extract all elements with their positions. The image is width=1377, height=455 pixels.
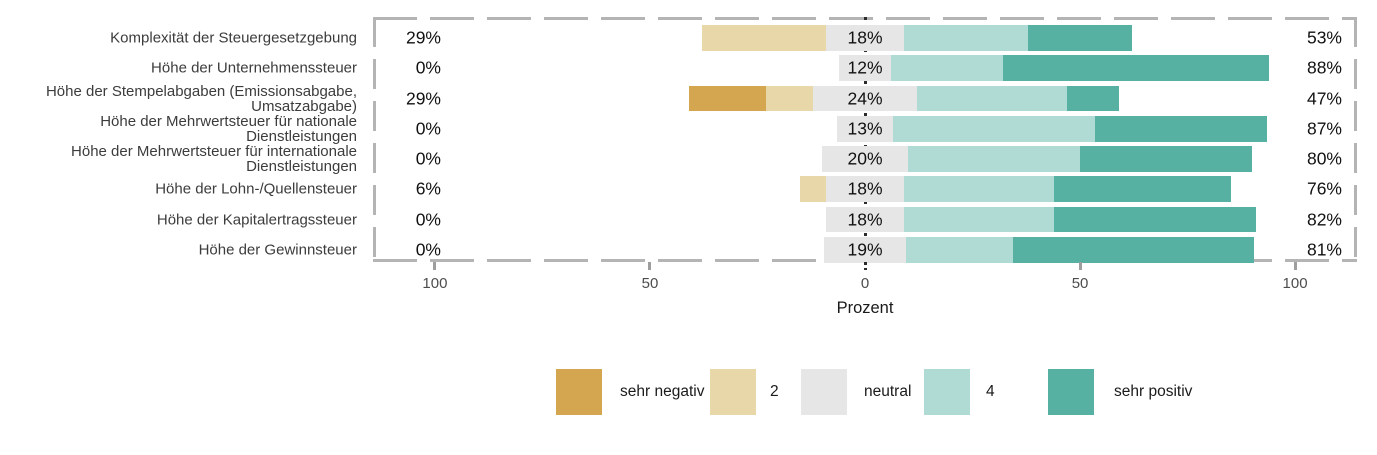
neutral-total-label: 12% [847,57,883,78]
neutral-total-label: 20% [847,148,883,169]
negative-total-label: 29% [405,27,441,48]
x-axis-tick [863,262,867,270]
x-axis-tick-label: 100 [1282,275,1308,292]
neutral-total-label: 24% [847,88,883,108]
negative-total-label: 0% [415,57,441,78]
legend-swatch-4 [924,369,970,415]
bar-segment-4 [903,25,1029,51]
positive-total-label: 87% [1306,118,1342,139]
bar-row [821,146,1253,172]
negative-total-label: 0% [415,118,441,139]
legend-swatch-neutral [801,369,847,415]
negative-total-label: 29% [405,88,441,108]
bar-segment-2 [701,25,827,51]
bar-segment-sehr-positiv [1054,206,1257,233]
bar-segment-neutral [837,115,893,142]
category-label: Höhe der Kapitalertragssteuer [156,211,357,228]
bar-segment-4 [916,85,1068,112]
legend-label: 4 [986,383,995,400]
positive-total-label: 53% [1306,27,1342,48]
bar-segment-sehr-positiv [1095,115,1268,142]
x-axis-tick-label: 50 [641,275,659,292]
legend-label: sehr negativ [620,383,705,400]
bar-segment-neutral [826,25,904,51]
x-axis-tick-label: 100 [422,275,448,292]
bar-row [701,25,1132,51]
bar-row [800,176,1231,203]
x-axis-tick-label: 0 [860,275,870,292]
category-label: Höhe der Unternehmenssteuer [151,59,357,77]
negative-total-label: 0% [415,148,441,169]
category-label: Komplexität der Steuergesetzgebung [110,29,357,47]
bar-row [824,236,1255,263]
bar-row [837,115,1268,142]
neutral-total-label: 13% [847,118,883,139]
bar-segment-sehr-positiv [1013,236,1255,263]
bar-segment-2 [800,176,827,203]
bar-segment-neutral [826,176,904,203]
positive-total-label: 82% [1306,209,1342,229]
bar-row [826,206,1257,233]
x-axis-tick [1078,262,1082,270]
category-label: Höhe der Lohn-/Quellensteuer [155,180,357,198]
category-label: Höhe der Gewinnsteuer [198,241,357,259]
bar-segment-4 [892,115,1096,142]
legend-label: sehr positiv [1114,383,1193,400]
legend-swatch-sehr-negativ [556,369,602,415]
legend-swatch-sehr-positiv [1048,369,1094,415]
positive-total-label: 76% [1306,178,1342,199]
bar-row [688,85,1119,112]
bar-segment-4 [905,236,1014,263]
neutral-total-label: 19% [847,239,883,260]
positive-total-label: 88% [1306,57,1342,78]
x-axis-tick [1293,262,1297,270]
bar-segment-4 [907,146,1080,172]
bar-segment-neutral [839,55,891,82]
legend-label: 2 [770,383,779,400]
category-label: Höhe der Stempelabgaben (Emissionsabgabe… [45,82,357,115]
category-label: Höhe der Mehrwertsteuer für internationa… [71,143,357,175]
bar-segment-4 [903,176,1055,203]
panel-border-left [373,17,376,262]
panel-border-right [1354,17,1357,262]
bar-segment-sehr-positiv [1067,85,1119,112]
bar-row [839,55,1270,82]
positive-total-label: 80% [1306,148,1342,169]
x-axis-tick [433,262,437,270]
legend-swatch-2 [710,369,756,415]
legend-label: neutral [864,383,912,400]
positive-total-label: 47% [1306,88,1342,108]
neutral-total-label: 18% [847,209,883,229]
bar-segment-sehr-positiv [1028,25,1132,51]
bar-segment-sehr-positiv [1054,176,1231,203]
neutral-total-label: 18% [847,27,883,48]
x-axis-tick-label: 50 [1071,275,1089,292]
negative-total-label: 0% [415,239,441,260]
neutral-total-label: 18% [847,178,883,199]
bar-segment-4 [890,55,1003,82]
x-axis-tick [648,262,652,270]
bar-segment-neutral [821,146,908,172]
bar-segment-sehr-positiv [1080,146,1253,172]
bar-segment-sehr-positiv [1002,55,1270,82]
bar-segment-neutral [824,236,906,263]
negative-total-label: 6% [415,178,441,199]
bar-segment-neutral [813,85,917,112]
bar-segment-4 [903,206,1055,233]
x-axis-title: Prozent [836,299,894,317]
bar-segment-2 [766,85,814,112]
negative-total-label: 0% [415,209,441,229]
positive-total-label: 81% [1306,239,1342,260]
bar-segment-neutral [826,206,904,233]
category-label: Höhe der Mehrwertsteuer für nationale Di… [100,112,357,145]
bar-segment-sehr-negativ [688,85,767,112]
